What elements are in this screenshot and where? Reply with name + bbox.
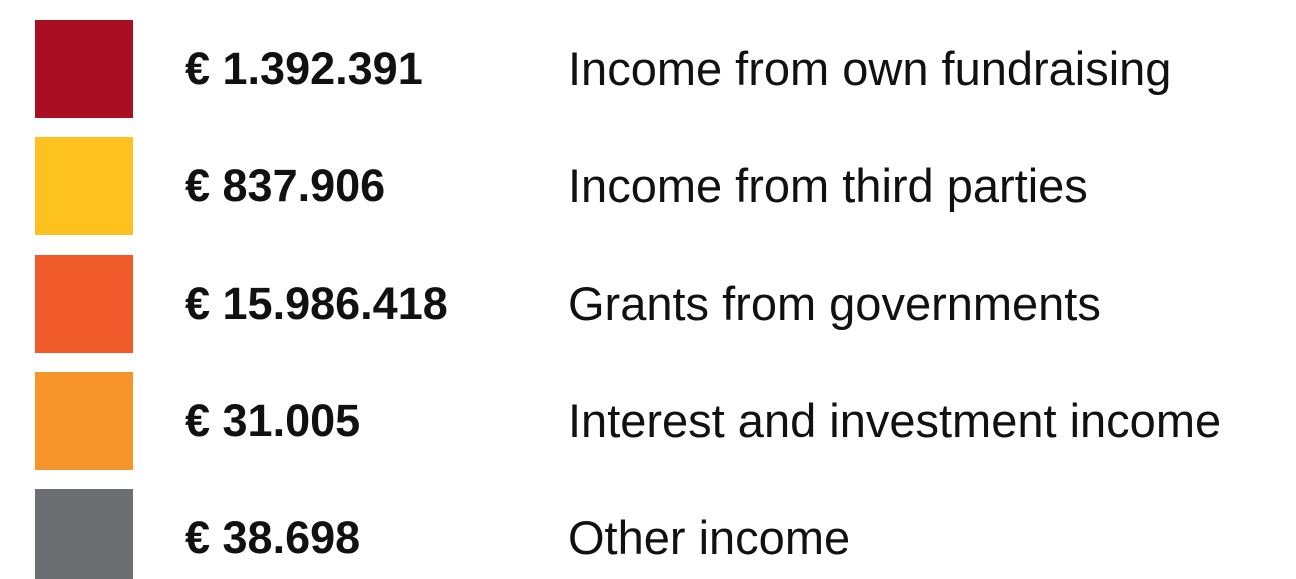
color-swatch <box>35 489 133 579</box>
amount: € 837.906 <box>185 160 386 212</box>
color-swatch <box>35 137 133 236</box>
amount: € 38.698 <box>185 512 361 564</box>
amount: € 15.986.418 <box>185 277 448 329</box>
legend-row: € 1.392.391 Income from own fundraising <box>0 20 1296 118</box>
color-swatch <box>35 371 133 470</box>
amount: € 1.392.391 <box>185 43 423 94</box>
income-label: Interest and investment income <box>568 393 1222 447</box>
legend-row: € 837.906 Income from third parties <box>0 137 1296 236</box>
income-label: Other income <box>568 511 851 565</box>
legend-row: € 38.698 Other income <box>0 489 1296 579</box>
income-label: Grants from governments <box>568 276 1101 330</box>
color-swatch <box>35 20 133 118</box>
income-label: Income from own fundraising <box>568 42 1172 95</box>
color-swatch <box>35 254 133 353</box>
legend-row: € 31.005 Interest and investment income <box>0 371 1296 470</box>
income-label: Income from third parties <box>568 159 1088 213</box>
legend-row: € 15.986.418 Grants from governments <box>0 254 1296 353</box>
amount: € 31.005 <box>185 394 361 446</box>
